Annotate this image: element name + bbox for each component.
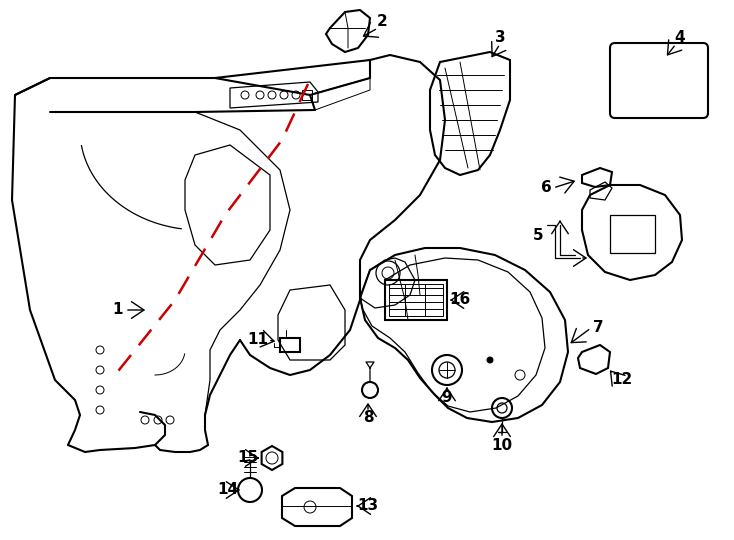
Text: 4: 4 [675, 30, 686, 45]
Text: 16: 16 [449, 293, 470, 307]
Text: 9: 9 [442, 390, 452, 406]
Text: 12: 12 [611, 373, 633, 388]
Circle shape [487, 357, 493, 363]
Bar [280, 338, 300, 352]
Text: 3: 3 [495, 30, 505, 45]
Bar [385, 280, 447, 320]
Text: 6: 6 [541, 180, 551, 195]
Text: 1: 1 [113, 302, 123, 318]
Text: 7: 7 [592, 321, 603, 335]
Text: 5: 5 [533, 227, 543, 242]
Text: 11: 11 [247, 333, 269, 348]
Text: 14: 14 [217, 483, 239, 497]
Bar [389, 284, 443, 316]
Text: 8: 8 [363, 410, 374, 426]
Bar [302, 90, 312, 100]
Bar [610, 215, 655, 253]
Text: 2: 2 [377, 15, 388, 30]
Text: 15: 15 [237, 450, 258, 465]
Text: 13: 13 [357, 498, 379, 514]
Text: 10: 10 [492, 437, 512, 453]
